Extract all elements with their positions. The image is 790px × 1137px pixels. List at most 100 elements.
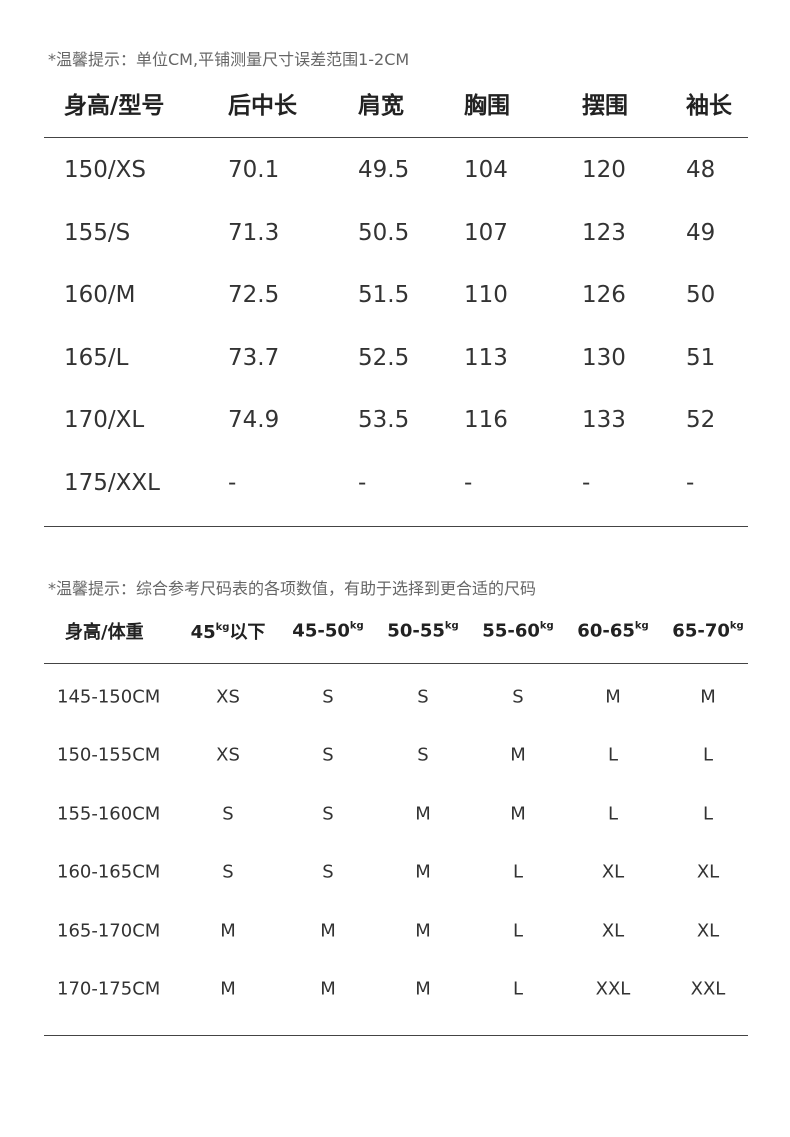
divider <box>44 1035 748 1036</box>
column-header: 60-65kg <box>577 621 648 642</box>
table-cell: XXL <box>690 978 726 1000</box>
table-cell: M <box>510 803 526 825</box>
table-cell: 120 <box>582 157 626 183</box>
column-header: 45kg以下 <box>191 618 266 644</box>
table-cell: M <box>700 686 716 708</box>
table-cell: XXL <box>595 978 631 1000</box>
table-cell: S <box>222 803 234 825</box>
table-cell: M <box>415 803 431 825</box>
table-cell: M <box>320 978 336 1000</box>
column-header: 胸围 <box>464 93 510 119</box>
table-cell: L <box>702 744 714 766</box>
column-header: 65-70kg <box>672 621 743 642</box>
unit-label: kg <box>349 620 364 632</box>
table-cell: 50 <box>686 282 716 308</box>
table-cell: 145-150CM <box>57 686 161 708</box>
table-cell: L <box>702 803 714 825</box>
table-cell: 51.5 <box>358 282 410 308</box>
table-cell: XS <box>216 686 240 708</box>
table-cell: XL <box>601 920 625 942</box>
table-cell: 70.1 <box>228 157 280 183</box>
table-cell: 116 <box>464 407 508 433</box>
unit-label: kg <box>634 620 649 632</box>
table-cell: - <box>228 470 237 496</box>
table-cell: 160/M <box>64 282 136 308</box>
table-cell: 53.5 <box>358 407 410 433</box>
header-label: 65-70 <box>672 620 730 642</box>
column-header: 45-50kg <box>292 621 363 642</box>
table-cell: 155/S <box>64 220 131 246</box>
header-label: 60-65 <box>577 620 635 642</box>
table-cell: 73.7 <box>228 345 280 371</box>
table-cell: L <box>512 920 524 942</box>
table-cell: 49.5 <box>358 157 410 183</box>
table-cell: L <box>512 861 524 883</box>
divider <box>44 663 748 664</box>
table-cell: - <box>686 470 695 496</box>
table-cell: XL <box>601 861 625 883</box>
divider <box>44 137 748 138</box>
table-cell: M <box>605 686 621 708</box>
table-cell: 126 <box>582 282 626 308</box>
table-cell: S <box>322 861 334 883</box>
table-cell: L <box>512 978 524 1000</box>
unit-label: kg <box>729 620 744 632</box>
table-cell: 170/XL <box>64 407 145 433</box>
table-cell: M <box>415 861 431 883</box>
table-cell: M <box>220 978 236 1000</box>
table-cell: S <box>222 861 234 883</box>
table-cell: S <box>322 744 334 766</box>
header-label: 45-50 <box>292 620 350 642</box>
table-cell: S <box>322 686 334 708</box>
table-cell: 175/XXL <box>64 470 160 496</box>
table-cell: 104 <box>464 157 508 183</box>
table-cell: M <box>320 920 336 942</box>
table-cell: 133 <box>582 407 626 433</box>
header-label: 身高/体重 <box>65 622 144 643</box>
table-cell: XL <box>696 920 720 942</box>
table-cell: 48 <box>686 157 716 183</box>
table-cell: M <box>510 744 526 766</box>
table-cell: 49 <box>686 220 716 246</box>
table-cell: 107 <box>464 220 508 246</box>
table-cell: 160-165CM <box>57 861 161 883</box>
table-cell: 72.5 <box>228 282 280 308</box>
table-cell: 165/L <box>64 345 129 371</box>
table-cell: L <box>607 803 619 825</box>
column-header: 后中长 <box>228 93 297 119</box>
table-cell: 150-155CM <box>57 744 161 766</box>
table-cell: 150/XS <box>64 157 147 183</box>
table-cell: 52.5 <box>358 345 410 371</box>
table-cell: XS <box>216 744 240 766</box>
header-label: 55-60 <box>482 620 540 642</box>
table-cell: 113 <box>464 345 508 371</box>
unit-label: kg <box>444 620 459 632</box>
table-cell: - <box>582 470 591 496</box>
table-cell: 52 <box>686 407 716 433</box>
table-cell: - <box>464 470 473 496</box>
table-cell: M <box>220 920 236 942</box>
table-cell: S <box>322 803 334 825</box>
table-cell: 50.5 <box>358 220 410 246</box>
table-cell: XL <box>696 861 720 883</box>
table-cell: M <box>415 920 431 942</box>
header-suffix: 以下 <box>229 622 266 643</box>
table-cell: 170-175CM <box>57 978 161 1000</box>
table-cell: M <box>415 978 431 1000</box>
column-header: 袖长 <box>686 93 732 119</box>
recommendation-note: *温馨提示：综合参考尺码表的各项数值，有助于选择到更合适的尺码 <box>48 579 537 598</box>
table-cell: 155-160CM <box>57 803 161 825</box>
table-cell: S <box>512 686 524 708</box>
divider <box>44 526 748 527</box>
table-cell: 71.3 <box>228 220 280 246</box>
table-cell: 165-170CM <box>57 920 161 942</box>
column-header: 55-60kg <box>482 621 553 642</box>
table-cell: S <box>417 686 429 708</box>
column-header: 摆围 <box>582 93 628 119</box>
column-header: 肩宽 <box>358 93 404 119</box>
column-header: 身高/体重 <box>65 618 144 644</box>
table-cell: 110 <box>464 282 508 308</box>
table-cell: - <box>358 470 367 496</box>
table-cell: L <box>607 744 619 766</box>
